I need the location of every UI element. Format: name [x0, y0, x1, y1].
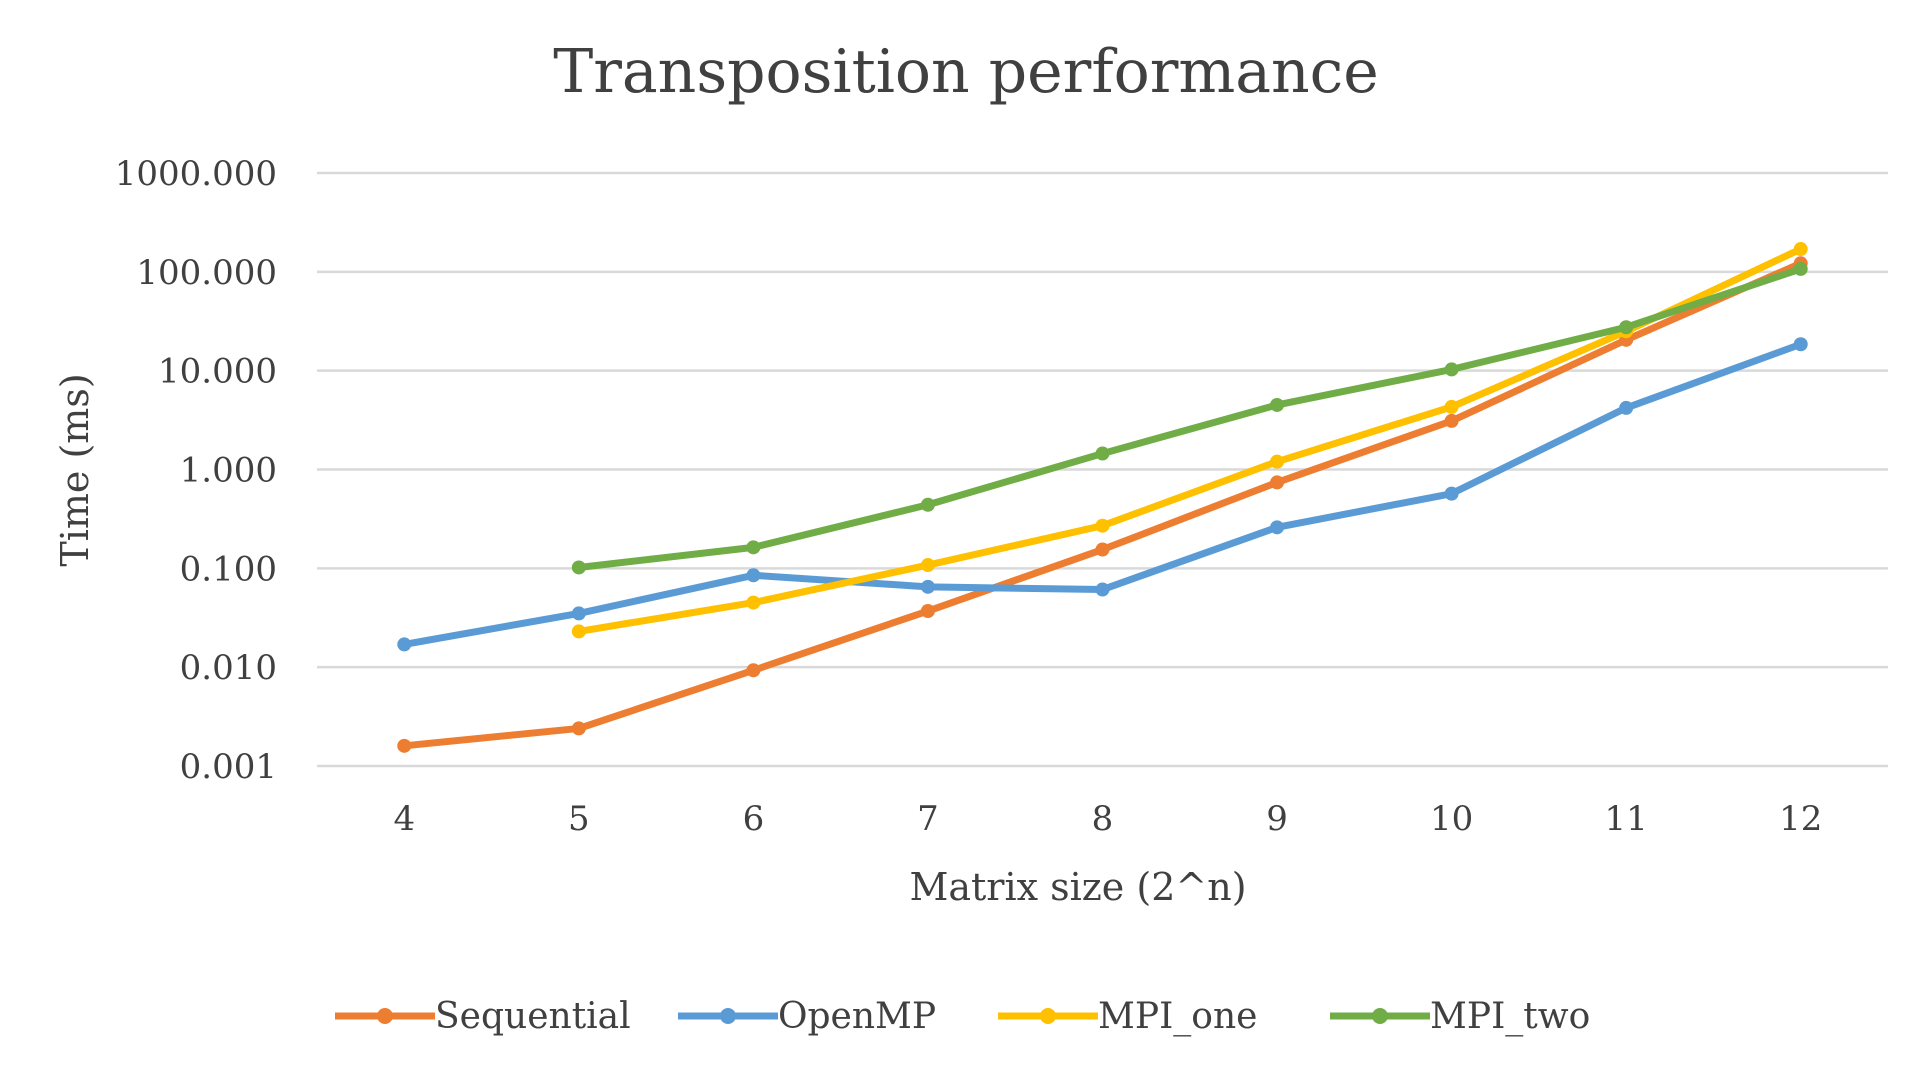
y-tick-label: 1.000	[180, 451, 277, 491]
x-tick-label: 8	[1092, 799, 1114, 839]
legend-label: Sequential	[435, 996, 631, 1037]
x-axis-label: Matrix size (2^n)	[909, 865, 1246, 909]
series-line	[575, 245, 1805, 635]
legend-marker	[377, 1008, 393, 1024]
data-point	[1444, 486, 1459, 501]
data-point	[1619, 320, 1634, 335]
data-point	[1095, 542, 1110, 557]
data-point	[1095, 582, 1110, 597]
data-point	[1270, 397, 1285, 412]
x-tick-label: 6	[743, 799, 765, 839]
y-axis-label: Time (ms)	[53, 373, 97, 566]
legend: Sequential OpenMP MPI_one MPI_two	[335, 996, 1590, 1037]
x-axis-ticks: 4 5 6 7 8 9 10 11 12	[393, 799, 1822, 839]
y-tick-label: 100.000	[136, 253, 277, 293]
legend-item: MPI_two	[1330, 996, 1590, 1037]
x-tick-label: 7	[917, 799, 939, 839]
data-point	[920, 579, 935, 594]
x-tick-label: 9	[1266, 799, 1288, 839]
y-tick-label: 0.100	[180, 549, 277, 589]
x-tick-label: 4	[393, 799, 415, 839]
x-tick-label: 5	[568, 799, 590, 839]
data-point	[1444, 362, 1459, 377]
y-axis-ticks: 0.001 0.010 0.100 1.000 10.000 100.000 1000.00…	[115, 154, 277, 787]
data-point	[1444, 413, 1459, 428]
legend-label: MPI_one	[1098, 996, 1257, 1037]
series-line	[400, 340, 1805, 648]
legend-item: MPI_one	[998, 996, 1257, 1037]
data-point	[746, 540, 761, 555]
data-point	[571, 624, 586, 639]
data-point	[746, 595, 761, 610]
chart-title: Transposition performance	[553, 37, 1379, 107]
legend-label: OpenMP	[778, 996, 936, 1037]
data-point	[397, 637, 412, 652]
data-point	[571, 606, 586, 621]
x-tick-label: 12	[1779, 799, 1822, 839]
data-point	[1095, 518, 1110, 533]
data-point	[1095, 446, 1110, 461]
y-tick-label: 10.000	[158, 352, 277, 392]
y-tick-label: 0.010	[180, 648, 277, 688]
data-point	[1793, 242, 1808, 257]
data-point	[920, 558, 935, 573]
legend-marker	[720, 1008, 736, 1024]
series-mpi-two	[571, 261, 1808, 575]
legend-marker	[1040, 1008, 1056, 1024]
data-point	[920, 604, 935, 619]
y-tick-label: 1000.000	[115, 154, 277, 194]
legend-item: OpenMP	[678, 996, 936, 1037]
y-tick-label: 0.001	[180, 747, 277, 787]
data-point	[746, 568, 761, 583]
data-point	[1270, 475, 1285, 490]
legend-marker	[1372, 1008, 1388, 1024]
x-tick-label: 10	[1430, 799, 1473, 839]
data-point	[1270, 520, 1285, 535]
data-point	[1793, 337, 1808, 352]
data-point	[1270, 454, 1285, 469]
series-layer	[397, 242, 1808, 753]
legend-label: MPI_two	[1430, 996, 1590, 1037]
data-point	[571, 721, 586, 736]
series-line	[575, 265, 1805, 571]
series-openmp	[397, 337, 1808, 652]
data-point	[1619, 400, 1634, 415]
data-point	[920, 497, 935, 512]
data-point	[1444, 399, 1459, 414]
series-sequential	[397, 256, 1808, 753]
data-point	[571, 560, 586, 575]
x-tick-label: 11	[1605, 799, 1648, 839]
data-point	[1793, 261, 1808, 276]
gridlines	[317, 171, 1888, 768]
data-point	[746, 663, 761, 678]
data-point	[397, 738, 412, 753]
legend-item: Sequential	[335, 996, 631, 1037]
